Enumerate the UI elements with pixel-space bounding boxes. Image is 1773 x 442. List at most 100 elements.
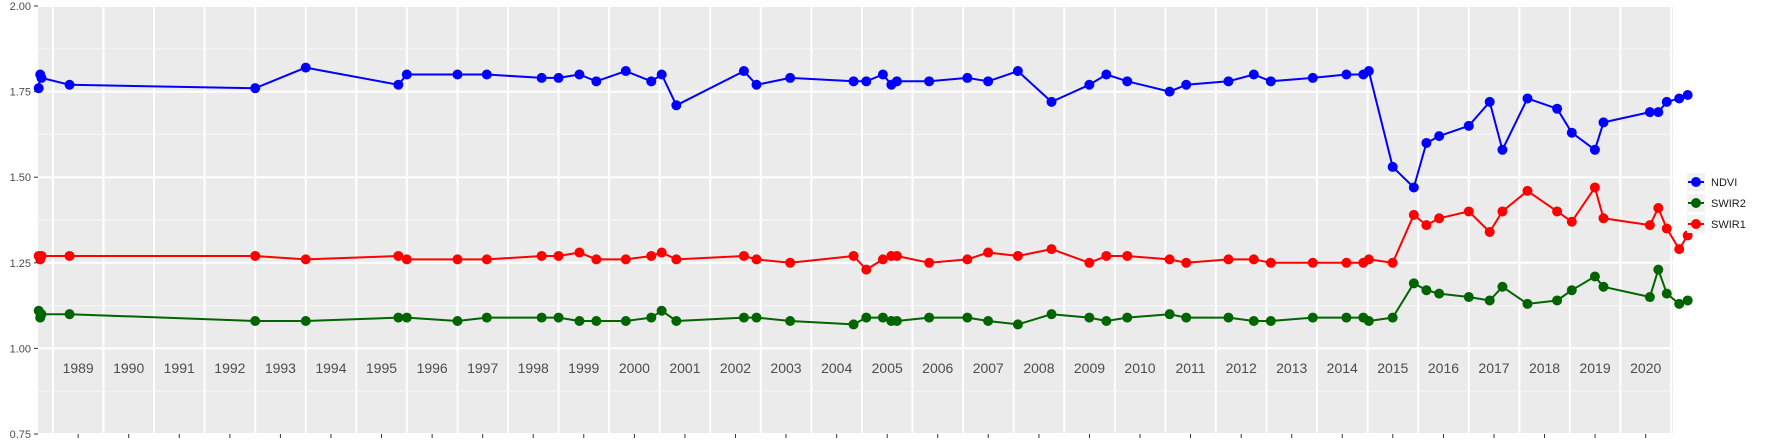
data-point (1084, 79, 1095, 90)
legend-label: SWIR1 (1711, 219, 1746, 231)
data-point (481, 254, 492, 265)
data-point (1363, 66, 1374, 77)
x-tick-label: 2005 (872, 360, 903, 376)
data-point (1101, 250, 1112, 261)
data-point (1046, 244, 1057, 255)
x-axis-labels: 1989 1990 1991 1992 1993 1994 1995 1996 1997 1998… (63, 360, 1662, 438)
data-point (536, 72, 547, 83)
data-point (1101, 69, 1112, 80)
data-point (36, 72, 47, 83)
data-point (1248, 316, 1259, 327)
data-point (574, 69, 585, 80)
x-tick-label: 2010 (1124, 360, 1155, 376)
data-point (574, 247, 585, 258)
series-line (37, 186, 1689, 271)
x-tick-label: 1989 (63, 360, 94, 376)
x-tick-label: 1995 (366, 360, 397, 376)
x-tick-label: 1990 (113, 360, 144, 376)
data-point (591, 76, 602, 87)
data-point (962, 72, 973, 83)
data-point (861, 312, 872, 323)
data-point (1164, 309, 1175, 320)
data-point (536, 250, 547, 261)
data-point (33, 83, 44, 94)
data-point (1164, 254, 1175, 265)
x-tick-label: 2003 (770, 360, 801, 376)
data-point (646, 76, 657, 87)
data-point (36, 309, 47, 320)
data-point (1598, 213, 1609, 224)
data-point (1661, 288, 1672, 299)
data-point (1674, 93, 1685, 104)
data-point (1674, 244, 1685, 255)
x-tick-label: 1996 (417, 360, 448, 376)
data-point (1012, 66, 1023, 77)
data-point (1682, 90, 1693, 101)
x-tick-label: 2008 (1023, 360, 1054, 376)
data-point (1463, 120, 1474, 131)
data-point (1408, 182, 1419, 193)
data-point (785, 257, 796, 268)
data-point (861, 264, 872, 275)
data-point (656, 305, 667, 316)
data-point (671, 316, 682, 327)
data-point (1307, 312, 1318, 323)
data-point (738, 250, 749, 261)
series-ndvi (33, 62, 1693, 193)
data-point (553, 250, 564, 261)
data-point (1387, 312, 1398, 323)
data-point (1434, 213, 1445, 224)
data-point (536, 312, 547, 323)
data-point (36, 250, 47, 261)
data-point (300, 254, 311, 265)
data-point (656, 247, 667, 258)
legend-item-ndvi: NDVI (1687, 173, 1737, 191)
data-point (481, 69, 492, 80)
data-point (1484, 96, 1495, 107)
series-swir2 (33, 264, 1693, 330)
data-point (591, 316, 602, 327)
legend-marker (1691, 177, 1701, 187)
data-point (1644, 107, 1655, 118)
data-point (1307, 257, 1318, 268)
data-point (1421, 137, 1432, 148)
x-tick-label: 2017 (1478, 360, 1509, 376)
series-line (37, 66, 1689, 189)
x-tick-label: 1999 (568, 360, 599, 376)
data-point (785, 316, 796, 327)
x-tick-label: 2006 (922, 360, 953, 376)
data-point (1265, 316, 1276, 327)
data-point (1484, 295, 1495, 306)
data-point (671, 100, 682, 111)
data-point (393, 79, 404, 90)
data-point (1223, 254, 1234, 265)
data-point (1046, 309, 1057, 320)
y-axis: 0.75 1.00 1.25 1.50 1.75 2.00 (10, 1, 38, 441)
x-tick-label: 1993 (265, 360, 296, 376)
data-point (877, 69, 888, 80)
data-point (983, 76, 994, 87)
x-tick-label: 1998 (518, 360, 549, 376)
data-point (1522, 185, 1533, 196)
data-point (300, 316, 311, 327)
data-point (877, 312, 888, 323)
legend-label: SWIR2 (1711, 198, 1746, 210)
data-point (1363, 254, 1374, 265)
x-tick-label: 2000 (619, 360, 650, 376)
data-point (891, 250, 902, 261)
data-point (1084, 257, 1095, 268)
x-tick-label: 2018 (1529, 360, 1560, 376)
legend-item-swir2: SWIR2 (1687, 194, 1746, 212)
data-point (1522, 93, 1533, 104)
data-point (64, 309, 75, 320)
data-point (393, 312, 404, 323)
data-point (1223, 76, 1234, 87)
data-point (64, 79, 75, 90)
data-point (1341, 69, 1352, 80)
data-point (1434, 131, 1445, 142)
data-point (1265, 257, 1276, 268)
data-point (300, 62, 311, 73)
data-point (671, 254, 682, 265)
data-point (751, 79, 762, 90)
